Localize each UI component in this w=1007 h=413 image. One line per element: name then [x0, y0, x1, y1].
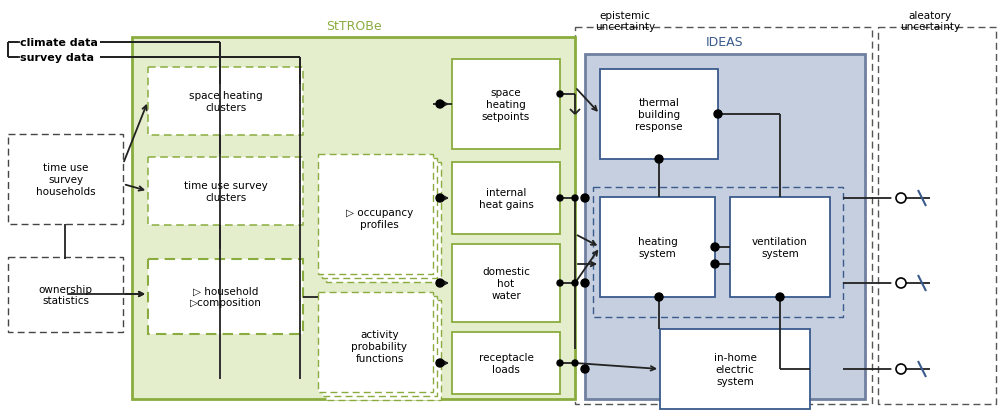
Text: ownership
statistics: ownership statistics: [38, 284, 93, 306]
Circle shape: [776, 293, 784, 301]
Text: aleatory: aleatory: [908, 11, 952, 21]
Bar: [318, 292, 433, 392]
Circle shape: [655, 156, 663, 164]
Bar: [593, 188, 843, 317]
Text: ▷ occupancy
profiles: ▷ occupancy profiles: [345, 208, 413, 229]
Circle shape: [436, 279, 444, 287]
Bar: [452, 60, 560, 150]
Circle shape: [557, 195, 563, 202]
Bar: [585, 55, 865, 399]
Text: heating
system: heating system: [637, 237, 678, 258]
Circle shape: [572, 195, 578, 202]
Bar: [452, 163, 560, 235]
Circle shape: [557, 360, 563, 366]
Bar: [452, 244, 560, 322]
Text: ▷ household
▷composition: ▷ household ▷composition: [189, 286, 262, 308]
Bar: [600, 197, 715, 297]
Text: uncertainty: uncertainty: [900, 22, 960, 32]
Circle shape: [581, 195, 589, 202]
Circle shape: [581, 279, 589, 287]
Circle shape: [572, 280, 578, 286]
Bar: [318, 154, 433, 274]
Circle shape: [892, 195, 898, 202]
Bar: [730, 197, 830, 297]
Bar: [148, 158, 303, 225]
Text: IDEAS: IDEAS: [706, 36, 744, 50]
Circle shape: [892, 366, 898, 372]
Bar: [660, 329, 810, 409]
Text: activity
probability
functions: activity probability functions: [351, 330, 408, 363]
Circle shape: [572, 360, 578, 366]
Bar: [148, 68, 303, 136]
Bar: [452, 332, 560, 394]
Circle shape: [581, 365, 589, 373]
Text: time use survey
clusters: time use survey clusters: [183, 181, 268, 202]
Circle shape: [892, 280, 898, 286]
Circle shape: [711, 260, 719, 268]
Text: space
heating
setpoints: space heating setpoints: [482, 88, 530, 121]
Bar: [148, 259, 303, 334]
Text: domestic
hot
water: domestic hot water: [482, 267, 530, 300]
Bar: [326, 163, 441, 282]
Circle shape: [436, 195, 444, 202]
Bar: [878, 28, 996, 404]
Text: space heating
clusters: space heating clusters: [188, 91, 262, 112]
Text: thermal
building
response: thermal building response: [635, 98, 683, 131]
Text: in-home
electric
system: in-home electric system: [714, 353, 756, 386]
Bar: [322, 296, 437, 396]
Text: StTROBe: StTROBe: [325, 19, 382, 33]
Text: uncertainty: uncertainty: [595, 22, 656, 32]
Bar: [575, 28, 872, 404]
Circle shape: [714, 111, 722, 119]
Circle shape: [557, 92, 563, 98]
Bar: [8, 135, 123, 224]
Circle shape: [557, 280, 563, 286]
Bar: [322, 159, 437, 278]
Text: climate data: climate data: [20, 38, 98, 48]
Text: time use
survey
households: time use survey households: [35, 163, 96, 196]
Bar: [132, 38, 575, 399]
Text: epistemic: epistemic: [599, 11, 651, 21]
Text: survey data: survey data: [20, 53, 94, 63]
Circle shape: [436, 101, 444, 109]
Bar: [8, 257, 123, 332]
Bar: [326, 300, 441, 400]
Circle shape: [436, 359, 444, 367]
Text: receptacle
loads: receptacle loads: [478, 352, 534, 374]
Circle shape: [711, 243, 719, 252]
Circle shape: [655, 293, 663, 301]
Text: ventilation
system: ventilation system: [752, 237, 808, 258]
Bar: [600, 70, 718, 159]
Text: internal
heat gains: internal heat gains: [478, 188, 534, 209]
